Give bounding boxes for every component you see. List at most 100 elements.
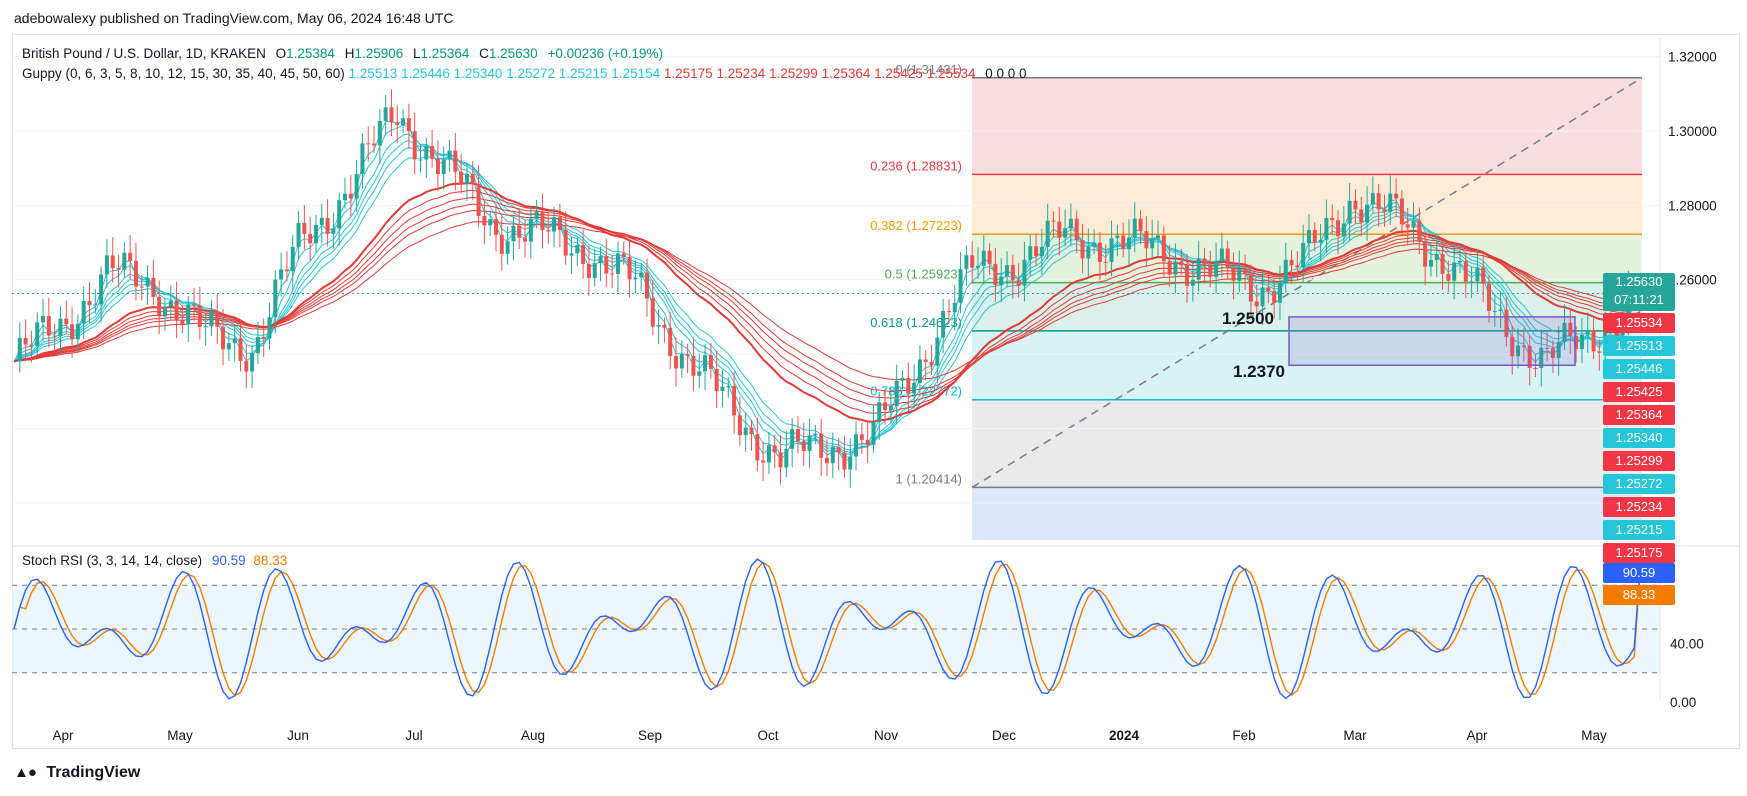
candle-body bbox=[1556, 341, 1561, 359]
candle-body bbox=[581, 245, 586, 265]
candle-body bbox=[203, 326, 208, 328]
candle-body bbox=[308, 233, 313, 244]
candle-body bbox=[250, 353, 255, 372]
candle-body bbox=[1487, 283, 1492, 311]
candle-body bbox=[1167, 261, 1172, 275]
candle-body bbox=[1423, 241, 1428, 267]
symbol-legend: British Pound / U.S. Dollar, 1D, KRAKEN … bbox=[22, 46, 663, 61]
fib-trend-line bbox=[971, 77, 1643, 489]
candle-body bbox=[186, 304, 191, 325]
candle-body bbox=[1475, 267, 1480, 282]
candle-body bbox=[197, 305, 202, 328]
candle-body bbox=[493, 219, 498, 235]
guppy-legend: Guppy (0, 6, 3, 5, 8, 10, 12, 15, 30, 35… bbox=[22, 66, 1027, 81]
guppy-short-value: 1.25513 bbox=[348, 66, 398, 81]
candle-body bbox=[1150, 238, 1155, 249]
candle-body bbox=[1306, 229, 1311, 244]
candle-body bbox=[1092, 242, 1097, 247]
candle-body bbox=[1370, 193, 1375, 205]
candle-body bbox=[703, 355, 708, 372]
candle-body bbox=[180, 319, 185, 325]
candle-body bbox=[505, 241, 510, 254]
stoch-d-line bbox=[13, 561, 1641, 697]
candle-body bbox=[1126, 237, 1131, 250]
candle-body bbox=[1562, 322, 1567, 342]
time-axis-label: Jun bbox=[287, 728, 309, 743]
guppy-long-value: 1.25534 bbox=[922, 66, 976, 81]
candle-body bbox=[801, 441, 806, 451]
candle-body bbox=[569, 253, 574, 256]
candle-body bbox=[162, 306, 167, 317]
candle-body bbox=[755, 434, 760, 461]
candle-body bbox=[1405, 224, 1410, 228]
guppy-long-value: 1.25175 bbox=[663, 66, 713, 81]
candle-body bbox=[523, 237, 528, 242]
candle-body bbox=[1579, 334, 1584, 349]
candle-body bbox=[586, 264, 591, 279]
level-a-label: 1.2500 bbox=[1222, 309, 1274, 328]
candle-body bbox=[1591, 330, 1596, 352]
guppy-short-value: 1.25340 bbox=[449, 66, 503, 81]
candle-body bbox=[1359, 209, 1364, 223]
candle-body bbox=[1202, 258, 1207, 265]
stoch-k-value: 90.59 bbox=[211, 553, 246, 568]
guppy-short-values: 1.25513 1.25446 1.25340 1.25272 1.25215 … bbox=[349, 66, 661, 81]
candle-body bbox=[1272, 291, 1277, 303]
candle-body bbox=[662, 325, 667, 328]
guppy-long-value: 1.25299 bbox=[765, 66, 818, 81]
candle-body bbox=[749, 427, 754, 435]
candle-body bbox=[488, 219, 493, 226]
candle-body bbox=[511, 225, 516, 242]
candle-body bbox=[1539, 347, 1544, 368]
time-axis-label: 2024 bbox=[1109, 728, 1140, 743]
candle-body bbox=[157, 296, 162, 317]
candle-body bbox=[1382, 209, 1387, 213]
time-axis-label: Oct bbox=[757, 728, 778, 743]
long-ema-line bbox=[13, 221, 1641, 381]
candle-body bbox=[633, 277, 638, 280]
candle-body bbox=[1022, 259, 1027, 286]
candle-body bbox=[859, 434, 864, 440]
candle-body bbox=[952, 302, 957, 313]
candle-body bbox=[766, 445, 771, 463]
ohlc-open-value: 1.25384 bbox=[286, 46, 335, 61]
guppy-short-value: 1.25215 bbox=[555, 66, 608, 81]
ohlc-close-value: 1.25630 bbox=[488, 46, 538, 61]
candle-body bbox=[830, 447, 835, 464]
candle-body bbox=[151, 277, 156, 297]
candle-body bbox=[987, 250, 992, 264]
candle-body bbox=[360, 143, 365, 175]
candle-body bbox=[1068, 218, 1073, 229]
time-axis-label: Nov bbox=[874, 728, 898, 743]
candle-body bbox=[1597, 351, 1602, 353]
candle-body bbox=[708, 355, 713, 369]
candle-body bbox=[116, 268, 121, 270]
candle-body bbox=[1295, 265, 1300, 268]
candle-body bbox=[499, 234, 504, 254]
candle-body bbox=[1399, 198, 1404, 225]
candle-body bbox=[1028, 246, 1033, 260]
candle-body bbox=[865, 439, 870, 445]
time-axis-label: Apr bbox=[52, 728, 74, 743]
candle-body bbox=[1156, 235, 1161, 239]
bar-countdown: 07:11:21 bbox=[1614, 292, 1664, 307]
current-price-value: 1.25630 bbox=[1615, 274, 1663, 289]
candle-body bbox=[615, 253, 620, 274]
candle-body bbox=[296, 222, 301, 247]
ema-price-tag: 1.25513 bbox=[1603, 336, 1675, 356]
candle-body bbox=[1574, 335, 1579, 349]
candle-body bbox=[75, 323, 80, 340]
time-axis-label: May bbox=[1581, 728, 1607, 743]
tradingview-footer[interactable]: ▲● TradingView bbox=[14, 764, 140, 782]
candle-body bbox=[888, 405, 893, 411]
candle-body bbox=[1341, 223, 1346, 237]
candle-body bbox=[610, 273, 615, 275]
symbol-name: British Pound / U.S. Dollar, 1D, KRAKEN bbox=[22, 46, 266, 61]
candle-body bbox=[714, 368, 719, 392]
long-ema-line bbox=[13, 196, 1641, 406]
candle-body bbox=[999, 276, 1004, 286]
candle-body bbox=[679, 353, 684, 369]
guppy-short-value: 1.25154 bbox=[607, 66, 661, 81]
stoch-k-tag: 90.59 bbox=[1603, 563, 1675, 583]
